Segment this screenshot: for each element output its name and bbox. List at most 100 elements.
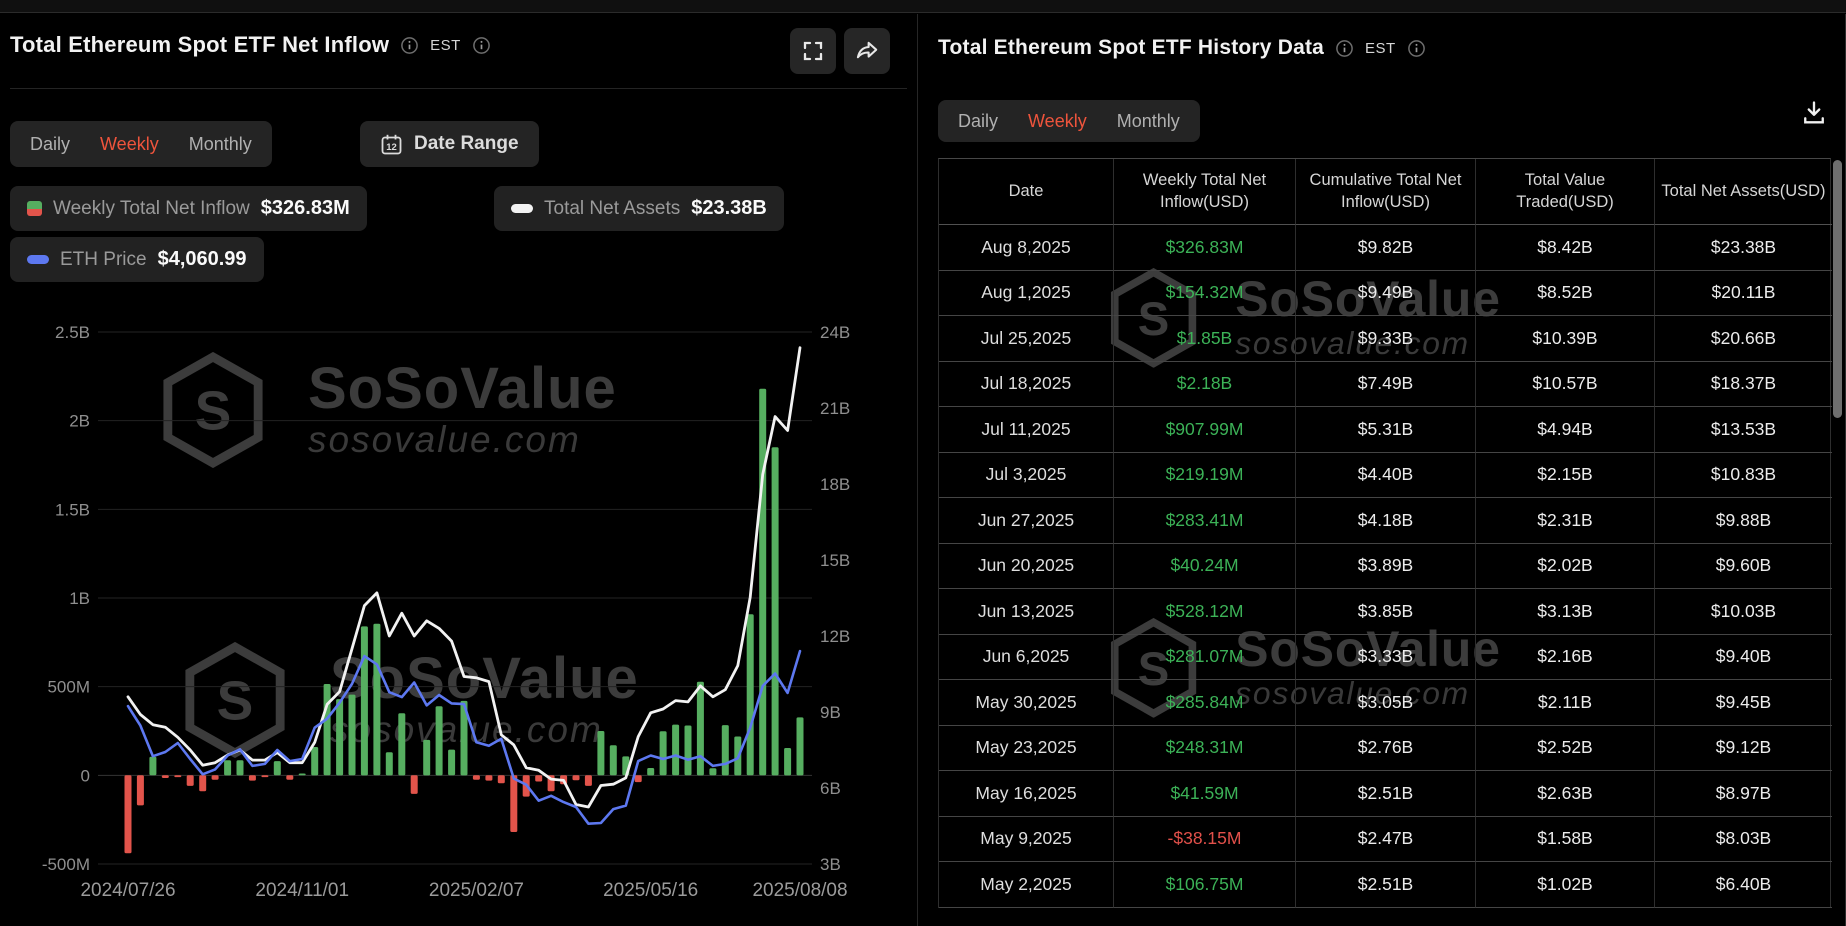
table-cell: Jul 11,2025 (939, 407, 1114, 453)
table-cell: $106.75M (1114, 862, 1296, 908)
table-cell: $2.51B (1296, 771, 1476, 817)
dash-blue-icon (27, 255, 49, 264)
legend-value: $326.83M (260, 197, 350, 219)
table-cell: $3.13B (1476, 589, 1655, 635)
table-header-row: Date Weekly Total Net Inflow(USD) Cumulati… (938, 158, 1832, 225)
table-cell: Jun 27,2025 (939, 498, 1114, 544)
table-cell: Jul 18,2025 (939, 361, 1114, 407)
svg-text:2025/05/16: 2025/05/16 (603, 880, 698, 901)
table-cell: -$38.15M (1114, 816, 1296, 862)
svg-text:2B: 2B (69, 412, 90, 431)
svg-text:18B: 18B (820, 475, 850, 494)
legend-chip-weekly-net-inflow[interactable]: Weekly Total Net Inflow $326.83M (10, 186, 367, 231)
svg-text:15B: 15B (820, 551, 850, 570)
table-cell: $3.85B (1296, 589, 1476, 635)
table-cell: $3.05B (1296, 680, 1476, 726)
page-top-strip (0, 0, 1846, 13)
table-cell: $9.60B (1655, 544, 1832, 589)
table-cell: $13.53B (1655, 407, 1832, 453)
table-cell: $9.88B (1655, 498, 1832, 544)
table-cell: $23.38B (1655, 225, 1832, 271)
svg-text:12B: 12B (820, 627, 850, 646)
date-range-button[interactable]: 12 Date Range (360, 121, 539, 167)
tab-weekly[interactable]: Weekly (100, 134, 159, 154)
legend-label: Weekly Total Net Inflow (53, 197, 250, 219)
table-cell: $2.02B (1476, 543, 1655, 589)
table-cell: $326.83M (1114, 225, 1296, 271)
legend-label: ETH Price (60, 248, 147, 270)
table-cell: Jun 13,2025 (939, 589, 1114, 635)
svg-text:6B: 6B (820, 779, 841, 798)
table-cell: May 9,2025 (939, 816, 1114, 862)
est-timezone-label: EST (1365, 39, 1396, 57)
table-cell: $9.40B (1655, 635, 1832, 680)
info-icon[interactable] (400, 36, 419, 55)
table-cell: $285.84M (1114, 680, 1296, 726)
legend-label: Total Net Assets (544, 197, 681, 219)
tab-monthly[interactable]: Monthly (188, 134, 252, 154)
table-cell: $40.24M (1114, 543, 1296, 589)
table-cell: May 2,2025 (939, 862, 1114, 908)
table-cell: $20.66B (1655, 316, 1832, 362)
download-button[interactable] (1792, 92, 1836, 134)
share-icon (856, 41, 878, 59)
svg-text:1B: 1B (69, 589, 90, 608)
table-cell: $7.49B (1296, 361, 1476, 407)
table-cell: Aug 1,2025 (939, 270, 1114, 316)
table-cell: $2.52B (1476, 725, 1655, 771)
table-cell: $9.45B (1655, 680, 1832, 726)
table-cell: $154.32M (1114, 270, 1296, 316)
table-cell: $281.07M (1114, 634, 1296, 680)
svg-text:500M: 500M (47, 678, 90, 697)
svg-text:9B: 9B (820, 703, 841, 722)
table-cell: $9.12B (1655, 726, 1832, 771)
info-icon[interactable] (1335, 39, 1354, 58)
column-header: Total Value Traded(USD) (1476, 159, 1655, 225)
tab-monthly[interactable]: Monthly (1116, 111, 1180, 131)
info-icon[interactable] (1407, 39, 1426, 58)
table-cell: May 23,2025 (939, 725, 1114, 771)
table-cell: $2.47B (1296, 816, 1476, 862)
tab-weekly[interactable]: Weekly (1028, 111, 1087, 131)
table-cell: $2.18B (1114, 361, 1296, 407)
tab-daily[interactable]: Daily (30, 134, 71, 154)
tab-daily[interactable]: Daily (958, 111, 999, 131)
table-cell: $3.89B (1296, 543, 1476, 589)
legend-chip-total-net-assets[interactable]: Total Net Assets $23.38B (494, 186, 784, 231)
table-cell: $2.16B (1476, 634, 1655, 680)
table-cell: $1.02B (1476, 862, 1655, 908)
download-icon (1804, 101, 1824, 124)
table-cell: $5.31B (1296, 407, 1476, 453)
info-icon[interactable] (472, 36, 491, 55)
svg-text:-500M: -500M (42, 855, 90, 874)
fullscreen-button[interactable] (790, 28, 836, 74)
table-cell: $9.33B (1296, 316, 1476, 362)
legend-value: $4,060.99 (157, 248, 247, 270)
svg-text:2025/08/08: 2025/08/08 (752, 880, 847, 901)
legend-chip-eth-price[interactable]: ETH Price $4,060.99 (10, 237, 264, 282)
table-cell: $3.33B (1296, 634, 1476, 680)
history-data-table: Date Weekly Total Net Inflow(USD) Cumulati… (938, 158, 1832, 908)
table-period-tabs: Daily Weekly Monthly (938, 100, 1200, 142)
table-cell: $219.19M (1114, 452, 1296, 498)
table-cell: $20.11B (1655, 271, 1832, 316)
column-header: Total Net Assets(USD) (1655, 159, 1832, 225)
table-cell: Jun 6,2025 (939, 634, 1114, 680)
table-cell: $248.31M (1114, 725, 1296, 771)
table-cell: $6.40B (1655, 862, 1832, 908)
header-divider (10, 88, 907, 89)
share-button[interactable] (844, 28, 890, 74)
legend-value: $23.38B (691, 197, 767, 219)
table-scrollbar-thumb[interactable] (1833, 160, 1842, 418)
table-cell: $9.82B (1296, 225, 1476, 271)
table-cell: $41.59M (1114, 771, 1296, 817)
est-timezone-label: EST (430, 36, 461, 54)
table-cell: $18.37B (1655, 362, 1832, 407)
table-cell: $8.03B (1655, 817, 1832, 862)
date-range-label: Date Range (414, 133, 519, 154)
table-cell: $2.31B (1476, 498, 1655, 544)
net-inflow-chart[interactable]: 2.5B 2B 1.5B 1B 500M 0 -500M 24B 21B 18B 15B 12B 9B 6… (0, 286, 912, 926)
table-cell: $2.11B (1476, 680, 1655, 726)
svg-text:24B: 24B (820, 323, 850, 342)
